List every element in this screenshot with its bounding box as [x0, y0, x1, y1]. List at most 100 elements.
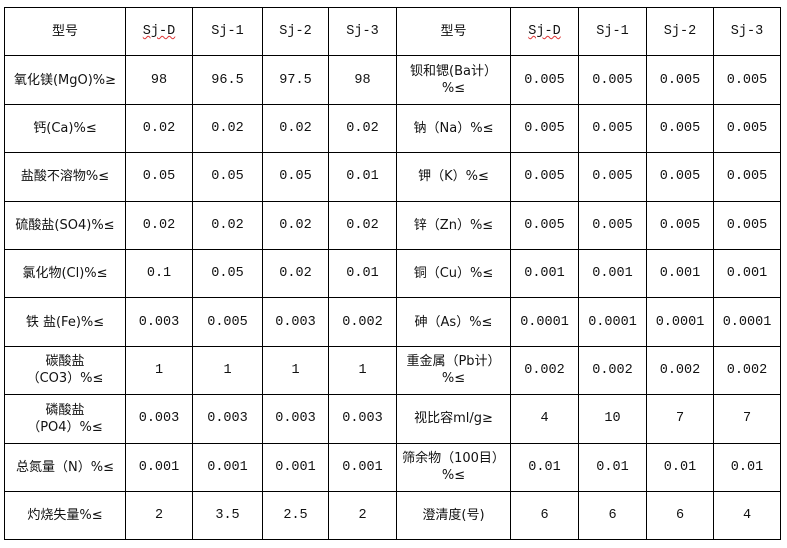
value-cell: 10: [578, 394, 647, 444]
value-cell: 0.003: [328, 394, 397, 444]
value-cell: 1: [192, 345, 263, 396]
property-label: 钠（Na）%≤: [396, 103, 511, 154]
value-cell: 1: [125, 345, 193, 396]
header-cell: Sj-1: [192, 6, 263, 57]
property-label: 钾（K）%≤: [396, 152, 511, 202]
value-cell: 0.002: [328, 297, 397, 347]
value-cell: 0.02: [328, 103, 397, 154]
value-cell: 0.005: [646, 152, 714, 202]
property-label: 钙(Ca)%≤: [4, 103, 126, 154]
value-cell: 2.5: [262, 490, 329, 541]
value-cell: 0.003: [262, 297, 329, 347]
property-label: 澄清度(号): [396, 490, 511, 541]
property-label: 氯化物(Cl)%≤: [4, 248, 126, 299]
value-cell: 0.005: [646, 103, 714, 154]
property-label: 灼烧失量%≤: [4, 490, 126, 541]
table-row: 氯化物(Cl)%≤ 0.1 0.05 0.02 0.01 铜（Cu）%≤ 0.001 0.00…: [4, 248, 781, 299]
value-cell: 0.005: [713, 152, 781, 202]
value-cell: 0.005: [578, 152, 647, 202]
value-cell: 6: [510, 490, 579, 541]
value-cell: 0.001: [646, 248, 714, 299]
value-cell: 0.005: [192, 297, 263, 347]
value-cell: 2: [328, 490, 397, 541]
value-cell: 0.02: [125, 200, 193, 250]
value-cell: 98: [125, 55, 193, 105]
value-cell: 3.5: [192, 490, 263, 541]
property-label: 砷（As）%≤: [396, 297, 511, 347]
value-cell: 0.01: [510, 442, 579, 492]
table-row: 硫酸盐(SO4)%≤ 0.02 0.02 0.02 0.02 锌（Zn）%≤ 0.005 0.…: [4, 200, 781, 250]
table-row: 盐酸不溶物%≤ 0.05 0.05 0.05 0.01 钾（K）%≤ 0.005 0.005 0…: [4, 152, 781, 202]
table-row: 总氮量（N）%≤ 0.001 0.001 0.001 0.001 筛余物（100目）%≤ 0…: [4, 442, 781, 492]
value-cell: 0.005: [646, 55, 714, 105]
value-cell: 0.005: [510, 200, 579, 250]
value-cell: 0.001: [510, 248, 579, 299]
value-cell: 0.002: [713, 345, 781, 396]
value-cell: 0.1: [125, 248, 193, 299]
value-cell: 0.005: [646, 200, 714, 250]
table-row: 磷酸盐（PO4）%≤ 0.003 0.003 0.003 0.003 视比容ml/g≥ 4 1…: [4, 394, 781, 444]
value-cell: 0.05: [192, 248, 263, 299]
value-cell: 0.01: [578, 442, 647, 492]
value-cell: 0.02: [262, 248, 329, 299]
value-cell: 0.0001: [713, 297, 781, 347]
table-row: 铁 盐(Fe)%≤ 0.003 0.005 0.003 0.002 砷（As）%≤ 0.00…: [4, 297, 781, 347]
value-cell: 0.0001: [510, 297, 579, 347]
header-cell: Sj-2: [646, 6, 714, 57]
value-cell: 0.005: [713, 103, 781, 154]
table-row: 碳酸盐（CO3）%≤ 1 1 1 1 重金属（Pb计）%≤ 0.002 0.002 0.002 0…: [4, 345, 781, 396]
value-cell: 98: [328, 55, 397, 105]
value-cell: 2: [125, 490, 193, 541]
value-cell: 0.0001: [646, 297, 714, 347]
value-cell: 0.001: [578, 248, 647, 299]
value-cell: 0.0001: [578, 297, 647, 347]
property-label: 锌（Zn）%≤: [396, 200, 511, 250]
value-cell: 0.02: [192, 103, 263, 154]
property-label: 盐酸不溶物%≤: [4, 152, 126, 202]
value-cell: 0.02: [262, 103, 329, 154]
value-cell: 0.01: [713, 442, 781, 492]
value-cell: 0.003: [262, 394, 329, 444]
header-cell: Sj-2: [262, 6, 329, 57]
value-cell: 0.003: [192, 394, 263, 444]
header-cell: Sj-3: [328, 6, 397, 57]
value-cell: 0.001: [192, 442, 263, 492]
value-cell: 0.001: [262, 442, 329, 492]
value-cell: 0.005: [578, 200, 647, 250]
value-cell: 0.005: [578, 55, 647, 105]
spec-table: 型号 Sj-D Sj-1 Sj-2 Sj-3 型号 Sj-D Sj-1 Sj-2…: [4, 6, 781, 541]
value-cell: 0.05: [125, 152, 193, 202]
value-cell: 0.002: [646, 345, 714, 396]
header-cell: 型号: [396, 6, 511, 57]
value-cell: 0.001: [328, 442, 397, 492]
value-cell: 0.003: [125, 297, 193, 347]
value-cell: 4: [713, 490, 781, 541]
value-cell: 0.02: [328, 200, 397, 250]
value-cell: 0.02: [262, 200, 329, 250]
value-cell: 0.005: [578, 103, 647, 154]
property-label: 氧化镁(MgO)%≥: [4, 55, 126, 105]
value-cell: 0.005: [510, 152, 579, 202]
property-label: 碳酸盐（CO3）%≤: [4, 345, 126, 396]
value-cell: 4: [510, 394, 579, 444]
value-cell: 0.002: [578, 345, 647, 396]
value-cell: 0.005: [510, 55, 579, 105]
value-cell: 0.005: [713, 200, 781, 250]
header-cell: Sj-D: [510, 6, 579, 57]
table-row: 氧化镁(MgO)%≥ 98 96.5 97.5 98 钡和锶(Ba计）%≤ 0.005 0.0…: [4, 55, 781, 105]
header-cell: Sj-3: [713, 6, 781, 57]
header-cell: Sj-1: [578, 6, 647, 57]
value-cell: 0.005: [510, 103, 579, 154]
property-label: 磷酸盐（PO4）%≤: [4, 394, 126, 444]
header-cell: Sj-D: [125, 6, 193, 57]
value-cell: 0.003: [125, 394, 193, 444]
value-cell: 0.001: [713, 248, 781, 299]
value-cell: 6: [646, 490, 714, 541]
property-label: 硫酸盐(SO4)%≤: [4, 200, 126, 250]
value-cell: 0.002: [510, 345, 579, 396]
property-label: 铁 盐(Fe)%≤: [4, 297, 126, 347]
value-cell: 1: [262, 345, 329, 396]
property-label: 钡和锶(Ba计）%≤: [396, 55, 511, 105]
value-cell: 0.005: [713, 55, 781, 105]
value-cell: 97.5: [262, 55, 329, 105]
